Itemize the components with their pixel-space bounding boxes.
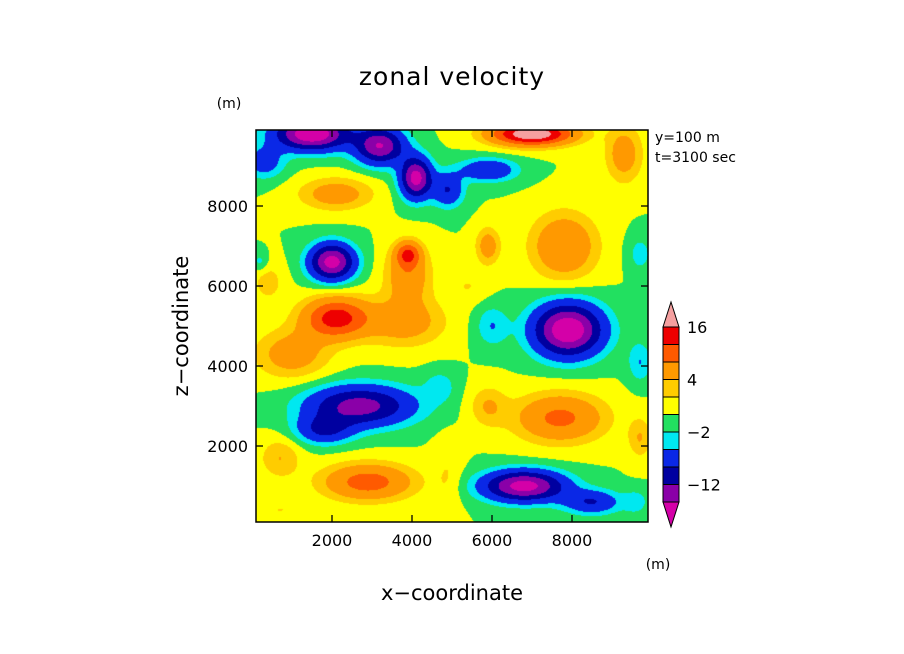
- plot-area: [255, 129, 649, 523]
- colorbar-bin: [662, 431, 680, 450]
- colorbar: −12 −2 4 16: [662, 300, 721, 529]
- x-tick-label: 8000: [552, 531, 593, 550]
- colorbar-label: −2: [687, 423, 711, 442]
- annotation-y-level: y=100 m: [655, 130, 720, 146]
- x-tick-label: 2000: [312, 531, 353, 550]
- colorbar-label: −12: [687, 476, 721, 495]
- colorbar-unit: (m): [646, 557, 671, 573]
- colorbar-bin: [662, 484, 680, 503]
- colorbar-bin: [662, 449, 680, 468]
- y-tick-label: 4000: [207, 357, 248, 376]
- y-axis-ticks: 2000 4000 6000 8000: [207, 197, 648, 456]
- plot-frame: [255, 129, 649, 523]
- colorbar-label: 4: [687, 371, 697, 390]
- colorbar-bin: [662, 344, 680, 363]
- y-tick-label: 6000: [207, 277, 248, 296]
- colorbar-bin-lowest: [662, 501, 680, 529]
- x-tick-label: 6000: [472, 531, 513, 550]
- colorbar-bin: [662, 396, 680, 415]
- colorbar-bin: [662, 361, 680, 380]
- velocity-field: [256, 130, 648, 522]
- colorbar-bin: [662, 326, 680, 345]
- colorbar-bin-highest: [662, 300, 680, 328]
- chart-title: zonal velocity: [359, 62, 545, 91]
- y-axis-unit: (m): [217, 96, 242, 112]
- y-axis-label: z−coordinate: [169, 256, 193, 397]
- x-tick-label: 4000: [392, 531, 433, 550]
- x-axis-ticks: 2000 4000 6000 8000: [312, 130, 593, 550]
- annotation-time: t=3100 sec: [655, 150, 736, 166]
- colorbar-label: 16: [687, 318, 707, 337]
- colorbar-bin: [662, 414, 680, 433]
- colorbar-bin: [662, 466, 680, 485]
- colorbar-bin: [662, 379, 680, 398]
- y-tick-label: 2000: [207, 437, 248, 456]
- x-axis-label: x−coordinate: [381, 581, 523, 605]
- y-tick-label: 8000: [207, 197, 248, 216]
